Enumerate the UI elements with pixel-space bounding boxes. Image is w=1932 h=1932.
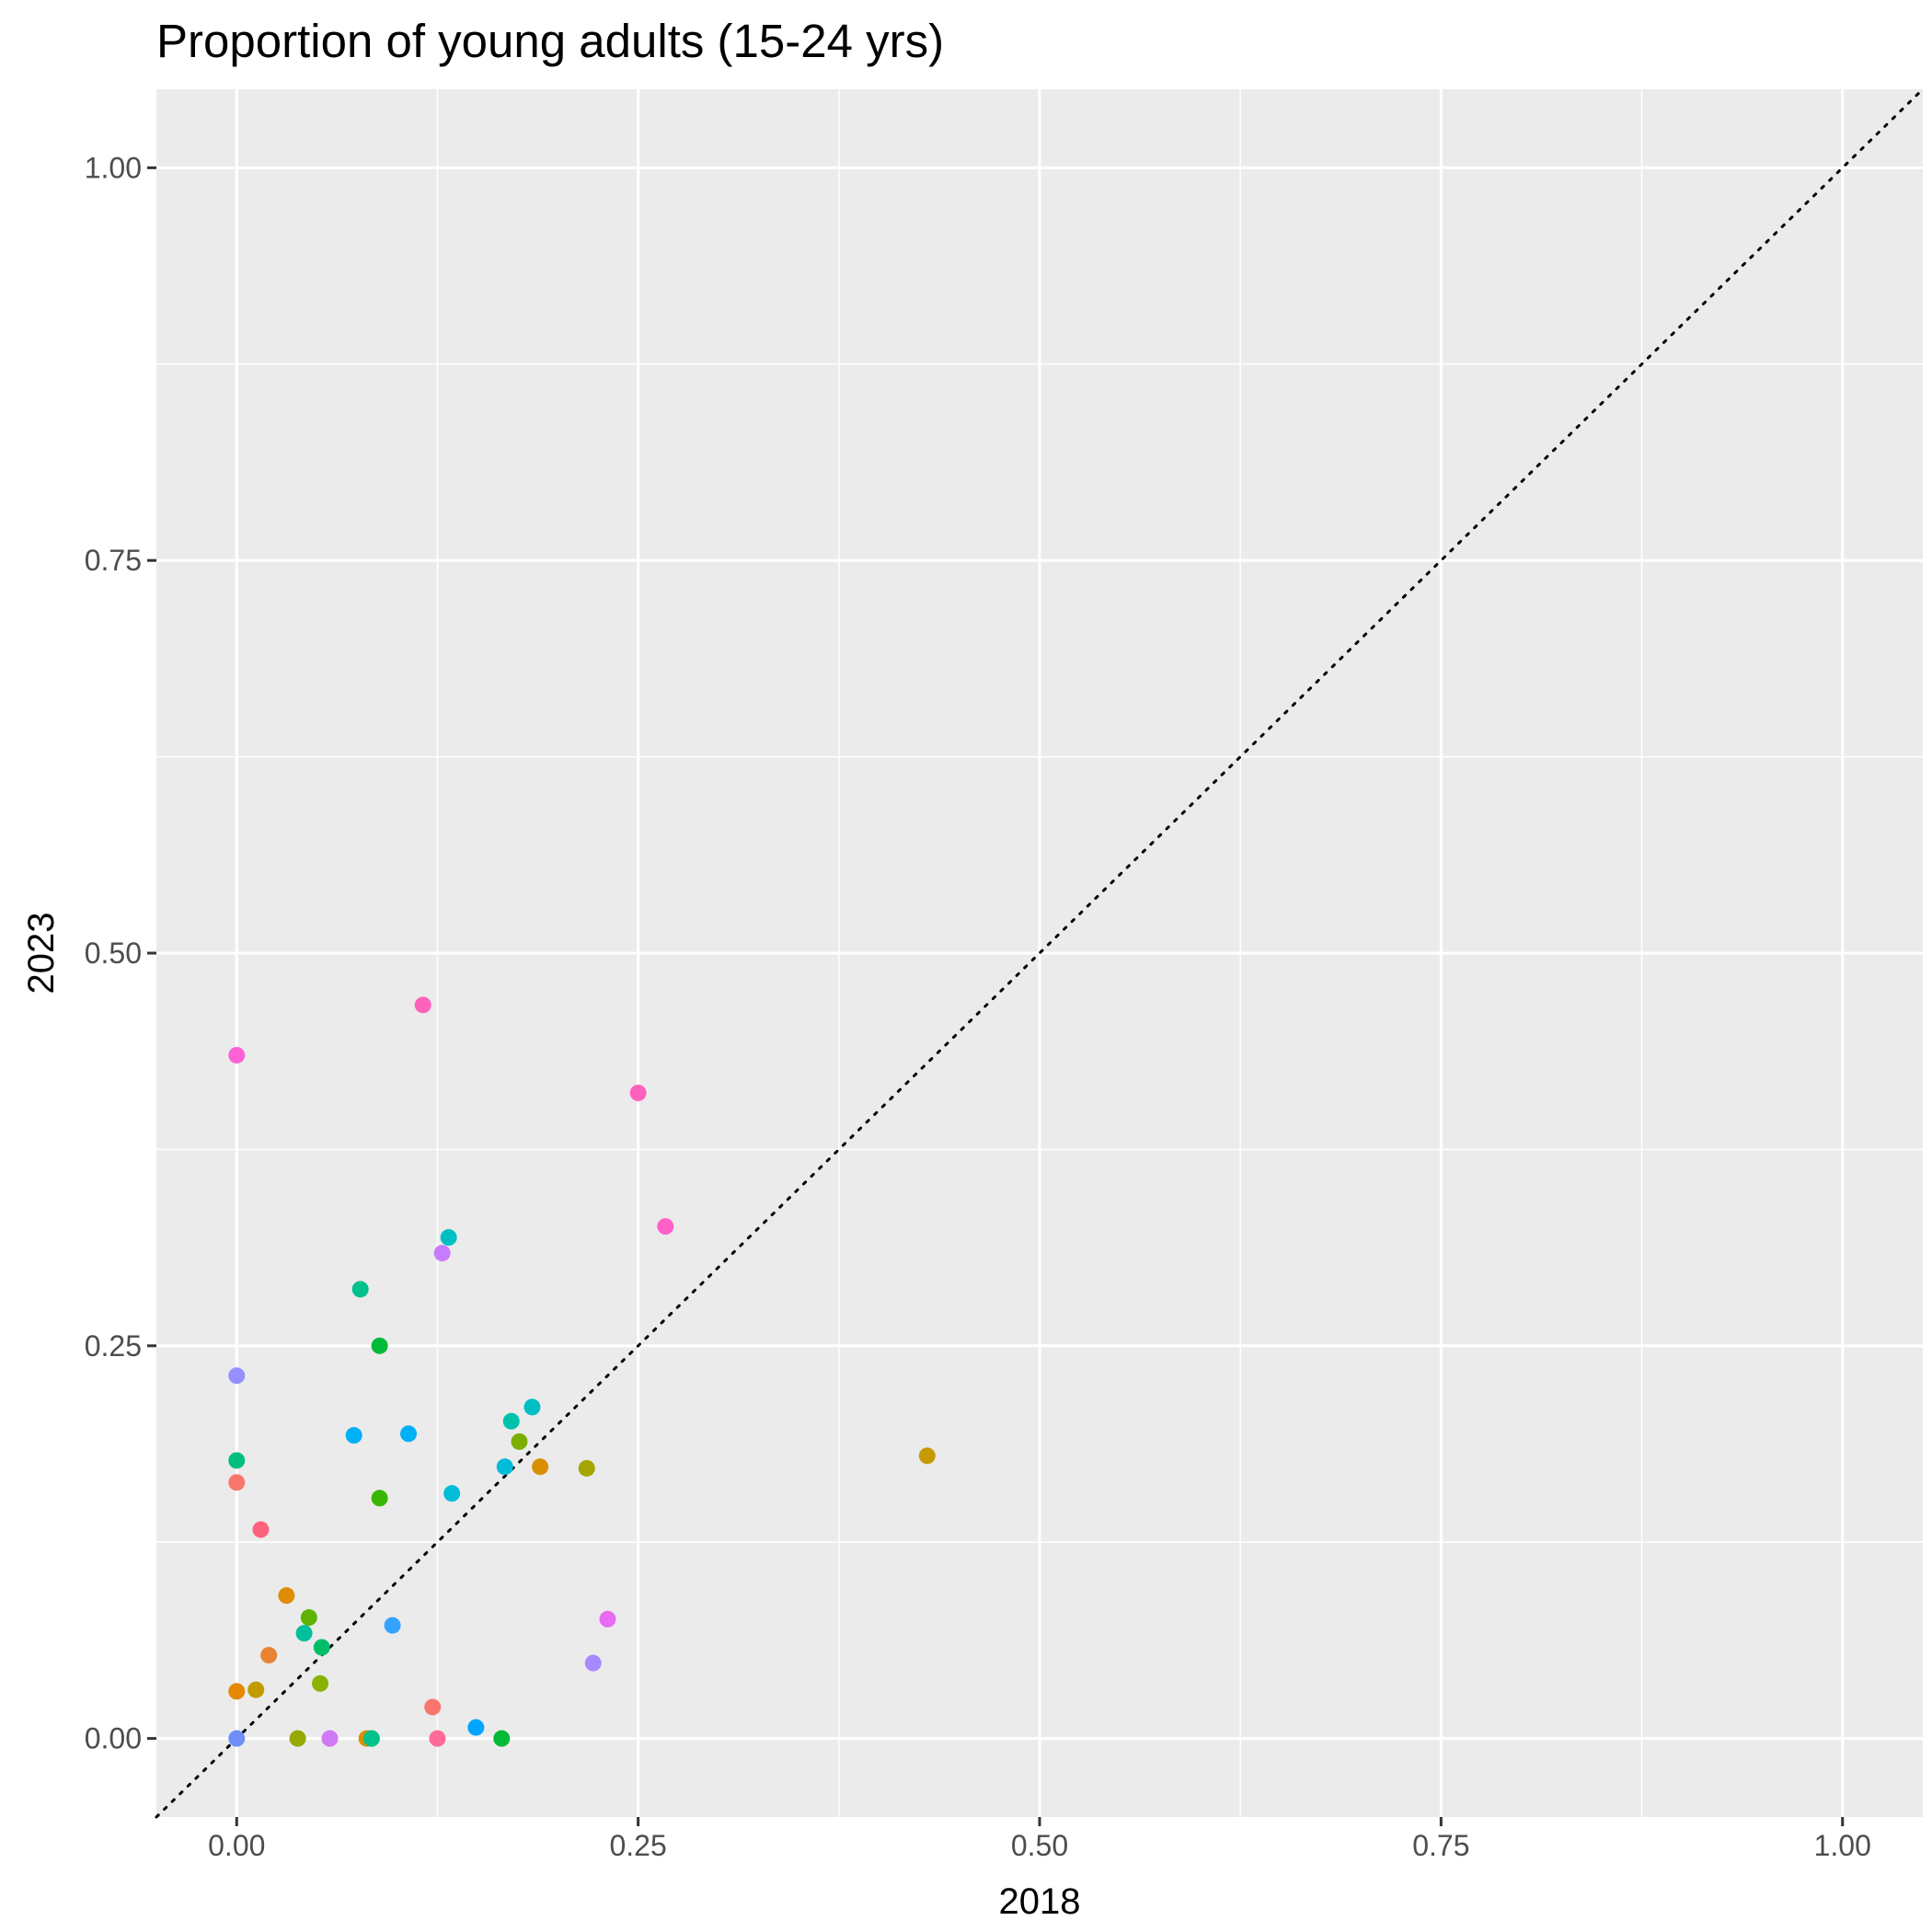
data-point [467, 1719, 485, 1736]
data-point [578, 1459, 595, 1477]
data-point [228, 1683, 246, 1700]
data-point [371, 1337, 388, 1354]
data-point [532, 1458, 549, 1476]
data-point [599, 1610, 616, 1627]
x-axis-title: 2018 [999, 1881, 1081, 1922]
data-point [371, 1489, 388, 1507]
data-point [247, 1681, 265, 1698]
data-point [493, 1730, 511, 1747]
data-point [424, 1698, 442, 1716]
data-point [295, 1625, 313, 1642]
y-tick-label: 0.50 [85, 937, 142, 970]
y-tick-label: 0.25 [85, 1329, 142, 1363]
x-tick-label: 0.75 [1412, 1829, 1469, 1862]
x-tick-label: 0.25 [609, 1829, 666, 1862]
data-points [228, 996, 936, 1747]
data-point [362, 1730, 380, 1747]
data-point [496, 1458, 513, 1476]
data-point [523, 1398, 541, 1416]
data-point [502, 1412, 520, 1430]
data-point [351, 1281, 369, 1298]
data-point [584, 1654, 602, 1672]
data-point [384, 1616, 401, 1634]
x-axis: 0.00 0.25 0.50 0.75 1.00 [208, 1817, 1871, 1862]
data-point [918, 1447, 936, 1465]
data-point [312, 1674, 329, 1692]
data-point [228, 1367, 246, 1385]
data-point [313, 1639, 330, 1656]
data-point [278, 1587, 295, 1604]
y-tick-label: 0.75 [85, 544, 142, 577]
chart-title: Proportion of young adults (15-24 yrs) [156, 15, 944, 67]
data-point [657, 1218, 674, 1236]
data-point [440, 1229, 457, 1247]
data-point [629, 1084, 647, 1101]
data-point [252, 1521, 270, 1538]
x-tick-label: 1.00 [1814, 1829, 1871, 1862]
y-tick-label: 0.00 [85, 1722, 142, 1755]
data-point [321, 1730, 339, 1747]
data-point [345, 1427, 362, 1444]
data-point [443, 1485, 461, 1502]
x-tick-label: 0.50 [1011, 1829, 1068, 1862]
y-axis: 0.00 0.25 0.50 0.75 1.00 [85, 151, 156, 1755]
data-point [228, 1046, 246, 1064]
data-point [511, 1432, 528, 1450]
data-point [400, 1425, 418, 1443]
data-point [300, 1609, 317, 1627]
data-point [260, 1647, 278, 1664]
x-tick-label: 0.00 [208, 1829, 265, 1862]
data-point [228, 1452, 246, 1469]
data-point [433, 1245, 451, 1262]
data-point [429, 1730, 446, 1747]
y-axis-title: 2023 [21, 913, 62, 995]
data-point [414, 996, 431, 1014]
y-tick-label: 1.00 [85, 151, 142, 184]
data-point [228, 1730, 246, 1747]
data-point [228, 1474, 246, 1491]
identity-reference-line [155, 87, 1925, 1819]
data-point [289, 1730, 306, 1747]
